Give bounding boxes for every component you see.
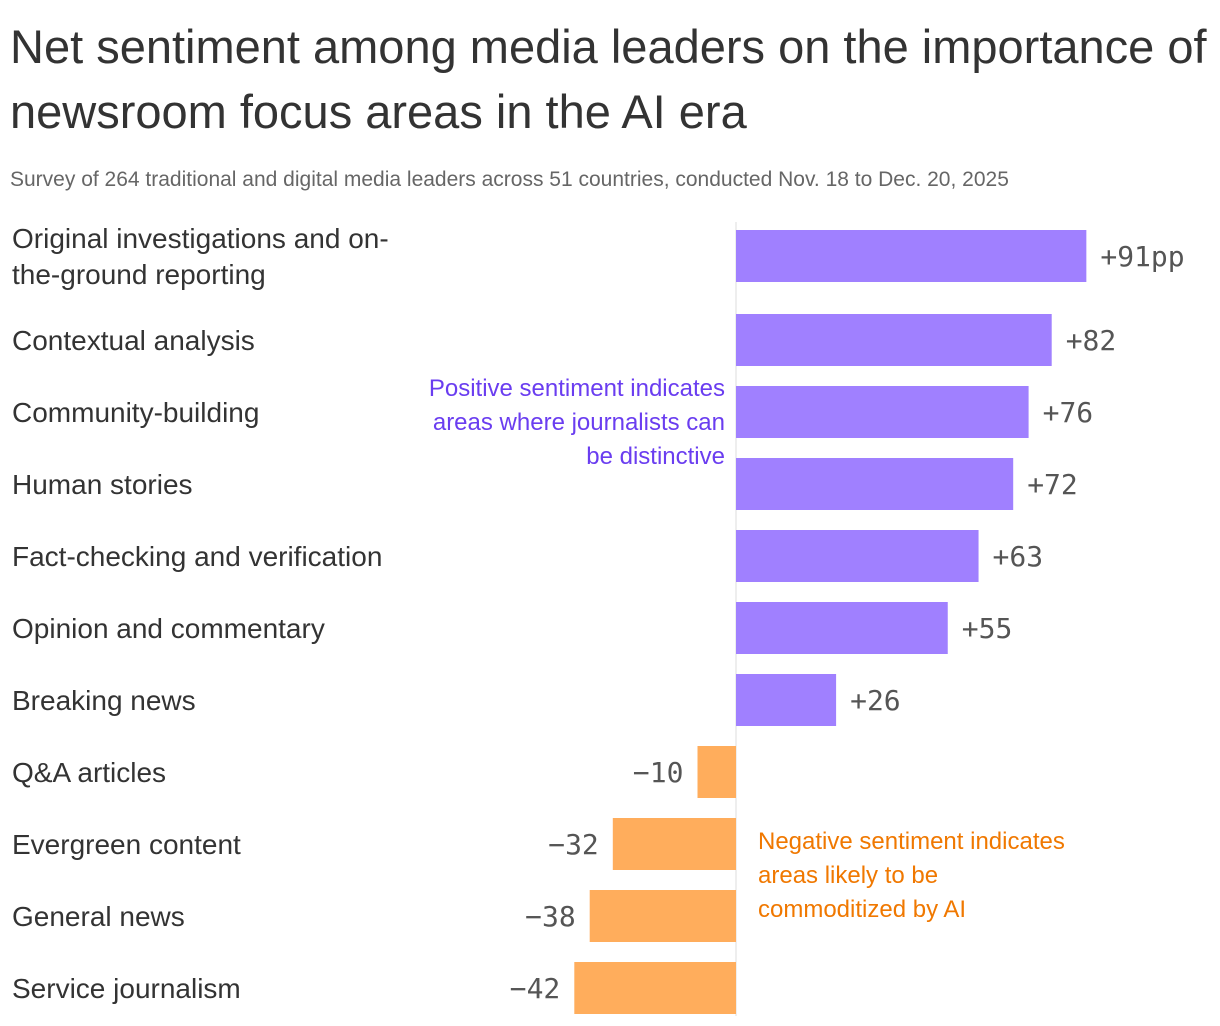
value-label: +63 [993, 540, 1044, 573]
category-label: Evergreen content [12, 829, 241, 860]
value-label: +82 [1066, 324, 1117, 357]
value-label: −32 [548, 828, 599, 861]
value-label: −42 [510, 972, 561, 1005]
category-label: Service journalism [12, 973, 241, 1004]
bar [589, 890, 736, 942]
category-label: Opinion and commentary [12, 613, 325, 644]
bar [736, 230, 1087, 282]
bar [612, 818, 736, 870]
category-label: Community-building [12, 397, 259, 428]
bar [736, 530, 979, 582]
category-label: Fact-checking and verification [12, 541, 382, 572]
category-label: Breaking news [12, 685, 196, 716]
positive-sentiment-annotation: Positive sentiment indicates areas where… [428, 375, 725, 470]
value-label: −38 [525, 900, 576, 933]
bar [736, 674, 837, 726]
value-label: +76 [1043, 396, 1094, 429]
category-label: Human stories [12, 469, 193, 500]
category-label: Contextual analysis [12, 325, 255, 356]
value-label: +26 [850, 684, 901, 717]
value-label: +55 [962, 612, 1013, 645]
bar [736, 314, 1052, 366]
category-label: Q&A articles [12, 757, 166, 788]
value-label: −10 [633, 756, 684, 789]
value-label: +91pp [1100, 240, 1184, 273]
bar [736, 386, 1029, 438]
chart-title: Net sentiment among media leaders on the… [10, 20, 1207, 138]
bar [574, 962, 736, 1014]
negative-sentiment-annotation: Negative sentiment indicates areas likel… [758, 828, 1065, 923]
value-label: +72 [1027, 468, 1078, 501]
bar [736, 458, 1014, 510]
category-label: General news [12, 901, 185, 932]
bar [736, 602, 948, 654]
category-label: Original investigations and on-the-groun… [12, 223, 389, 290]
chart-subtitle: Survey of 264 traditional and digital me… [10, 168, 1009, 191]
bar [697, 746, 736, 798]
